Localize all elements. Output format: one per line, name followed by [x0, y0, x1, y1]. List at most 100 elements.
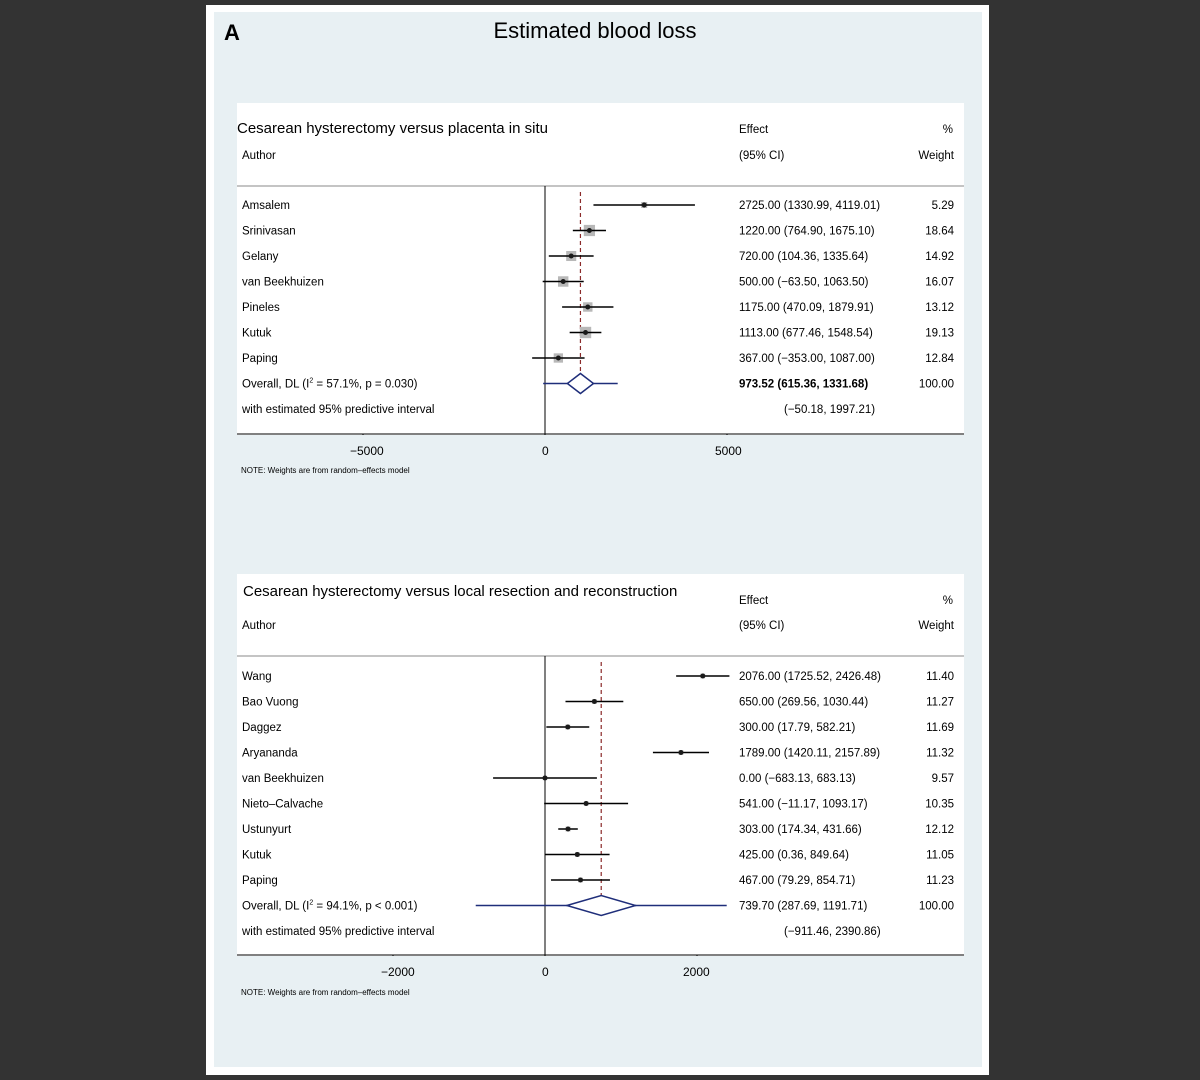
- study-author: Bao Vuong: [242, 697, 298, 709]
- study-weight: 11.69: [926, 722, 954, 734]
- weight-percent-header: %: [943, 124, 953, 136]
- study-point: [585, 304, 591, 310]
- study-weight: 9.57: [932, 773, 954, 785]
- overall-label: Overall, DL (I2 = 94.1%, p < 0.001): [242, 900, 418, 913]
- study-author: Nieto–Calvache: [242, 799, 323, 811]
- study-effect-ci: 0.00 (−683.13, 683.13): [739, 773, 856, 785]
- study-point: [565, 724, 571, 730]
- weight-column-header: Weight: [918, 620, 954, 632]
- study-effect-ci: 2076.00 (1725.52, 2426.48): [739, 671, 881, 683]
- study-effect-ci: 650.00 (269.56, 1030.44): [739, 697, 868, 709]
- weights-note: NOTE: Weights are from random–effects mo…: [241, 466, 410, 475]
- study-point: [700, 673, 706, 679]
- prediction-label: with estimated 95% predictive interval: [241, 926, 434, 938]
- study-weight: 11.40: [926, 671, 954, 683]
- study-effect-ci: 303.00 (174.34, 431.66): [739, 824, 862, 836]
- figure-title: Estimated blood loss: [493, 18, 697, 43]
- author-column-header: Author: [242, 620, 276, 632]
- overall-diamond: [564, 894, 639, 917]
- study-point: [560, 279, 566, 284]
- forest-plot-1: Cesarean hysterectomy versus placenta in…: [237, 120, 964, 435]
- prediction-interval: (−911.46, 2390.86): [784, 926, 881, 938]
- study-effect-ci: 2725.00 (1330.99, 4119.01): [739, 200, 880, 212]
- x-tick-label: −2000: [381, 965, 415, 979]
- study-effect-ci: 1220.00 (764.90, 1675.10): [739, 226, 875, 238]
- panel-letter: A: [224, 20, 240, 45]
- study-point: [583, 801, 589, 806]
- study-effect-ci: 1789.00 (1420.11, 2157.89): [739, 748, 880, 760]
- study-author: Gelany: [242, 251, 279, 263]
- study-author: Aryananda: [242, 748, 298, 760]
- overall-effect-ci: 973.52 (615.36, 1331.68): [739, 379, 868, 391]
- forest-plot-panel-1: Cesarean hysterectomy versus placenta in…: [237, 103, 964, 435]
- study-author: Daggez: [242, 722, 282, 734]
- study-author: Srinivasan: [242, 226, 296, 238]
- study-point: [678, 750, 684, 755]
- prediction-label: with estimated 95% predictive interval: [241, 404, 434, 416]
- overall-label: Overall, DL (I2 = 57.1%, p = 0.030): [242, 378, 418, 391]
- study-weight: 13.12: [925, 302, 954, 314]
- study-author: Kutuk: [242, 328, 272, 340]
- study-point: [641, 202, 647, 208]
- study-point: [568, 253, 574, 259]
- study-point: [574, 852, 580, 857]
- study-author: van Beekhuizen: [242, 277, 324, 289]
- study-effect-ci: 425.00 (0.36, 849.64): [739, 850, 849, 862]
- study-weight: 19.13: [925, 328, 954, 340]
- study-point: [555, 355, 561, 361]
- study-weight: 12.84: [925, 353, 954, 365]
- study-weight: 11.23: [926, 875, 954, 887]
- overall-weight: 100.00: [919, 901, 954, 913]
- weights-note: NOTE: Weights are from random–effects mo…: [241, 988, 410, 997]
- forest-plot-panel-2: Cesarean hysterectomy versus local resec…: [237, 574, 964, 956]
- x-tick-label: 5000: [715, 444, 742, 458]
- study-effect-ci: 1175.00 (470.09, 1879.91): [739, 302, 874, 314]
- study-author: Paping: [242, 875, 278, 887]
- study-weight: 18.64: [925, 226, 954, 238]
- overall-weight: 100.00: [919, 379, 954, 391]
- study-weight: 5.29: [932, 200, 954, 212]
- study-point: [586, 228, 592, 233]
- panel-title: Cesarean hysterectomy versus local resec…: [243, 583, 677, 600]
- study-author: Amsalem: [242, 200, 290, 212]
- forest-plot-2: Cesarean hysterectomy versus local resec…: [237, 583, 964, 956]
- study-point: [591, 699, 597, 704]
- panel-title: Cesarean hysterectomy versus placenta in…: [237, 120, 548, 137]
- weight-percent-header: %: [943, 595, 953, 607]
- study-weight: 12.12: [925, 824, 954, 836]
- study-effect-ci: 467.00 (79.29, 854.71): [739, 875, 856, 887]
- effect-ci-column-header: (95% CI): [739, 620, 785, 632]
- study-point: [577, 877, 583, 883]
- effect-column-header: Effect: [739, 595, 769, 607]
- x-tick-label: 0: [542, 965, 549, 979]
- x-tick-label: 0: [542, 444, 549, 458]
- study-point: [542, 775, 548, 781]
- study-effect-ci: 500.00 (−63.50, 1063.50): [739, 277, 869, 289]
- study-weight: 16.07: [925, 277, 954, 289]
- overall-diamond: [566, 372, 595, 395]
- weight-column-header: Weight: [918, 150, 954, 162]
- study-weight: 11.32: [926, 748, 954, 760]
- study-effect-ci: 720.00 (104.36, 1335.64): [739, 251, 868, 263]
- study-effect-ci: 541.00 (−11.17, 1093.17): [739, 799, 868, 811]
- overall-effect-ci: 739.70 (287.69, 1191.71): [739, 901, 867, 913]
- study-author: van Beekhuizen: [242, 773, 324, 785]
- x-tick-label: −5000: [350, 444, 384, 458]
- study-author: Pineles: [242, 302, 280, 314]
- study-weight: 10.35: [925, 799, 954, 811]
- study-weight: 14.92: [925, 251, 954, 263]
- study-effect-ci: 300.00 (17.79, 582.21): [739, 722, 856, 734]
- study-point: [583, 330, 589, 335]
- study-author: Kutuk: [242, 850, 272, 862]
- study-point: [565, 826, 571, 832]
- study-author: Paping: [242, 353, 278, 365]
- effect-ci-column-header: (95% CI): [739, 150, 785, 162]
- study-author: Wang: [242, 671, 272, 683]
- effect-column-header: Effect: [739, 124, 769, 136]
- author-column-header: Author: [242, 150, 276, 162]
- study-weight: 11.27: [926, 697, 954, 709]
- study-author: Ustunyurt: [242, 824, 292, 836]
- prediction-interval: (−50.18, 1997.21): [784, 404, 875, 416]
- study-weight: 11.05: [926, 850, 954, 862]
- study-effect-ci: 367.00 (−353.00, 1087.00): [739, 353, 875, 365]
